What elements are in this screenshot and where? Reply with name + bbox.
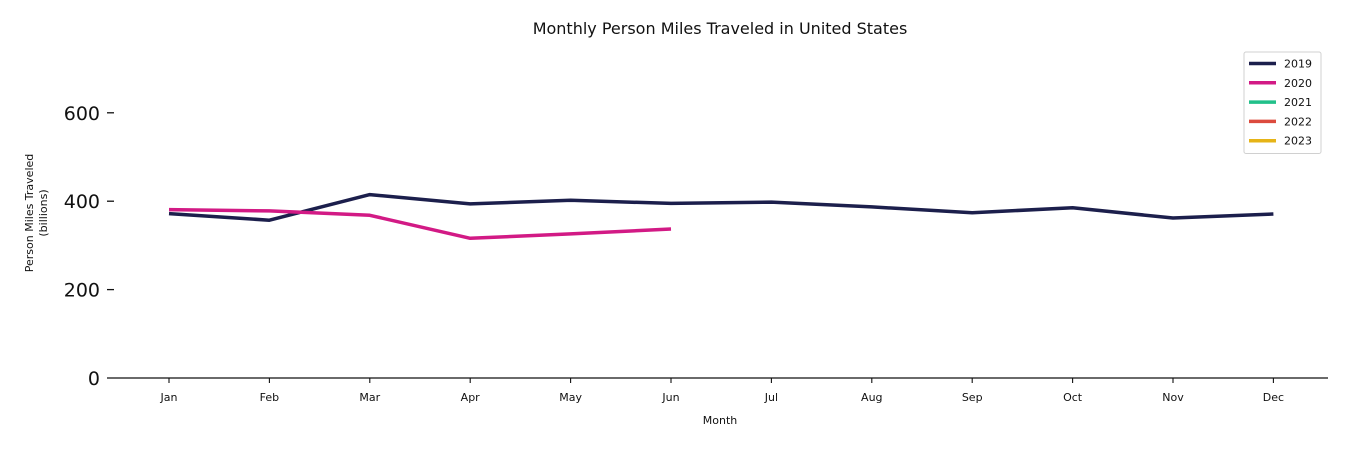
x-tick-label: Oct — [1063, 391, 1083, 404]
y-tick-label: 400 — [64, 191, 100, 213]
x-tick-group: Jan Feb Mar Apr May Jun Jul Aug Sep Oct Nov Dec — [160, 378, 1284, 404]
chart-title: Monthly Person Miles Traveled in United … — [533, 19, 908, 38]
x-tick-label: Aug — [861, 391, 882, 404]
y-tick-label: 0 — [88, 368, 100, 390]
legend-label: 2021 — [1284, 96, 1312, 109]
series-line-2019 — [168, 192, 1274, 222]
x-tick-label: Dec — [1263, 391, 1284, 404]
legend-label: 2019 — [1284, 58, 1312, 71]
series-line-2020 — [168, 207, 672, 241]
y-axis-label: Person Miles Traveled (billions) — [23, 154, 50, 273]
x-tick-label: Feb — [260, 391, 279, 404]
x-tick-label: Nov — [1162, 391, 1184, 404]
x-tick-label: May — [559, 391, 582, 404]
x-tick-label: Sep — [962, 391, 983, 404]
y-axis-label-line-1: Person Miles Traveled — [23, 154, 36, 273]
x-tick-label: Jul — [764, 391, 778, 404]
legend-frame — [1243, 51, 1322, 154]
x-tick-label: Apr — [461, 391, 481, 404]
x-tick-label: Mar — [359, 391, 380, 404]
x-tick-label: Jan — [160, 391, 178, 404]
y-axis-label-line-2: (billions) — [37, 189, 50, 236]
x-axis-label: Month — [703, 414, 738, 427]
legend: 2019 2020 2021 2022 2023 — [1243, 51, 1322, 154]
legend-label: 2022 — [1284, 115, 1312, 128]
series-group — [168, 192, 1274, 241]
x-tick-label: Jun — [661, 391, 679, 404]
legend-label: 2020 — [1284, 77, 1312, 90]
y-tick-group: 0 200 400 600 — [64, 103, 114, 390]
y-tick-label: 600 — [64, 103, 100, 125]
y-tick-label: 200 — [64, 280, 100, 302]
legend-label: 2023 — [1284, 135, 1312, 148]
